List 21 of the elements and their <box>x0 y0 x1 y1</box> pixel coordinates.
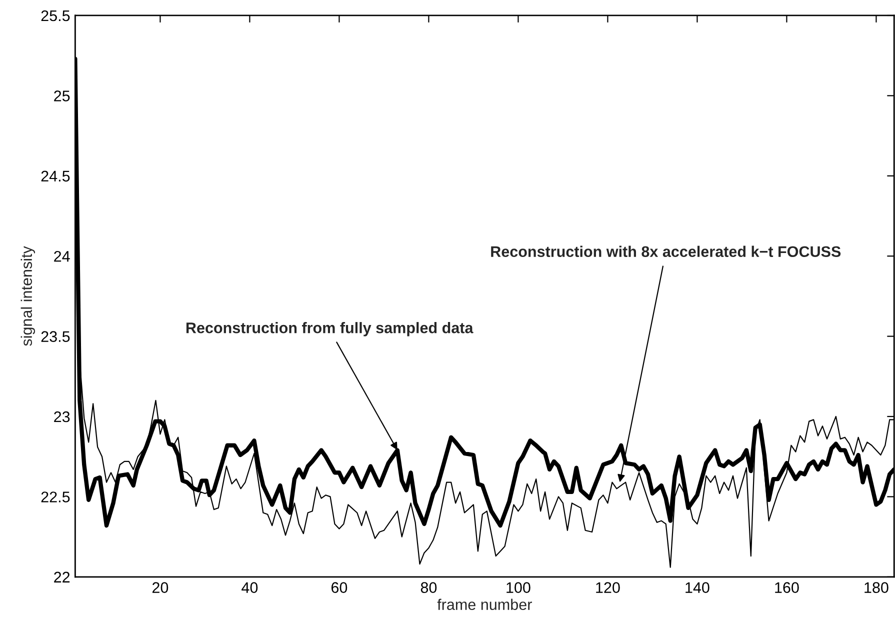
annotation: Reconstruction with 8x accelerated k−t FOCUSS <box>491 246 841 258</box>
y-tick-label: 24.5 <box>41 170 70 182</box>
y-tick-label: 22 <box>54 572 70 582</box>
x-tick-label: 140 <box>686 582 710 593</box>
x-tick-label: 100 <box>506 582 530 593</box>
x-tick-label: 20 <box>152 582 168 593</box>
x-tick-label: 60 <box>331 582 348 593</box>
x-tick-label: 120 <box>596 582 620 593</box>
y-tick-label: 23.5 <box>41 331 70 342</box>
annotation: Reconstruction from fully sampled data <box>186 322 474 336</box>
y-axis-title: signal intensity <box>20 246 36 346</box>
x-tick-label: 80 <box>420 582 437 593</box>
x-axis-title: frame number <box>437 598 532 610</box>
y-tick-label: 23 <box>54 411 70 422</box>
y-tick-label: 25.5 <box>41 10 70 22</box>
y-tick-label: 24 <box>54 250 70 262</box>
x-tick-label: 40 <box>242 582 258 593</box>
x-tick-label: 180 <box>864 582 888 593</box>
y-tick-label: 25 <box>54 90 70 102</box>
y-tick-label: 22.5 <box>41 492 70 502</box>
x-tick-label: 160 <box>775 582 799 593</box>
